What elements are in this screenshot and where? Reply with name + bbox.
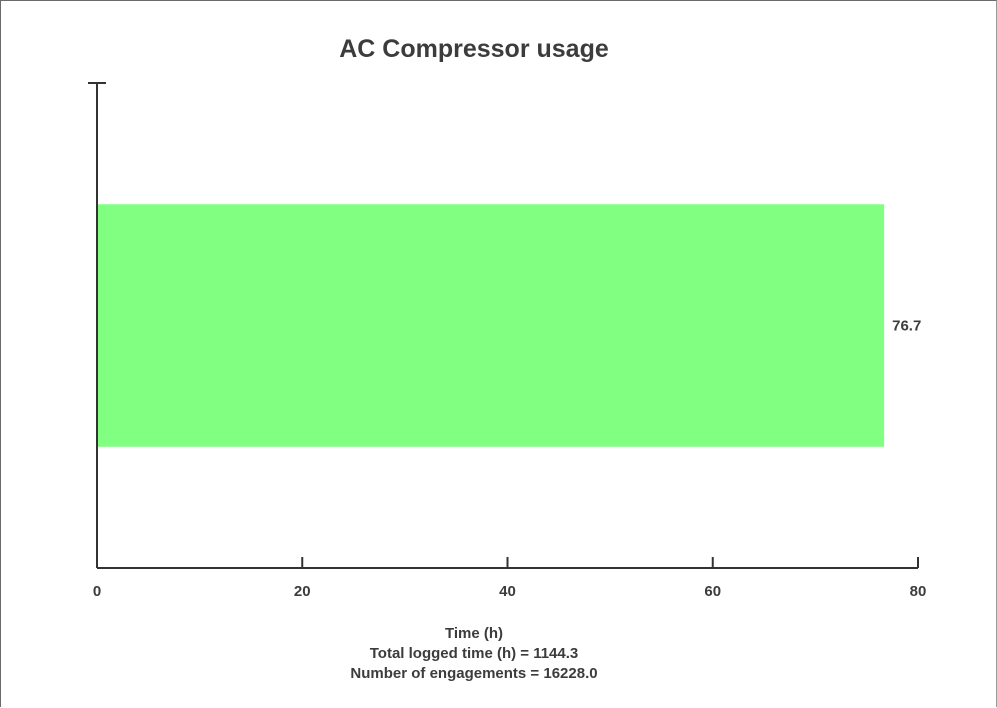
x-tick-label: 40 xyxy=(499,583,516,600)
bars-layer: 76.7 xyxy=(98,204,921,447)
x-axis-label: Time (h) xyxy=(445,625,503,642)
chart-title: AC Compressor usage xyxy=(339,35,609,63)
x-tick-label: 20 xyxy=(294,583,311,600)
x-ticks-layer: 0 20 40 60 80 xyxy=(93,557,927,600)
note-total-logged-time: Total logged time (h) = 1144.3 xyxy=(370,645,579,662)
x-tick-label: 60 xyxy=(704,583,721,600)
note-number-of-engagements: Number of engagements = 16228.0 xyxy=(350,665,597,682)
x-tick-label: 80 xyxy=(910,583,927,600)
x-tick-label: 0 xyxy=(93,583,101,600)
bar xyxy=(98,204,885,447)
bar-value-label: 76.7 xyxy=(892,318,921,335)
